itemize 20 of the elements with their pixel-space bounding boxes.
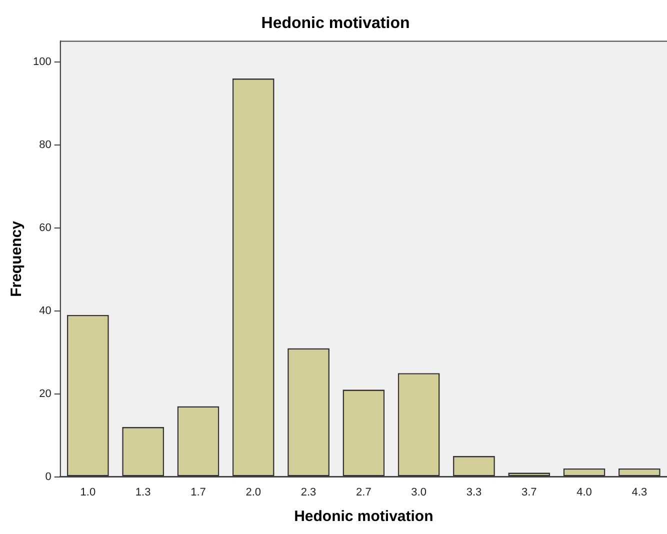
y-tick-label: 80 (39, 138, 52, 151)
x-tick-label: 1.0 (80, 486, 96, 498)
y-tick-label: 20 (39, 388, 52, 400)
x-tick-label: 1.7 (190, 486, 206, 498)
y-tick-label: 40 (39, 304, 52, 317)
x-tick-label: 2.0 (246, 486, 262, 498)
y-axis-title: Frequency (8, 220, 26, 297)
y-tick-label: 0 (45, 470, 52, 483)
x-tick-label: 3.7 (521, 486, 537, 498)
chart-title: Hedonic motivation (261, 15, 410, 32)
x-axis-title: Hedonic motivation (294, 508, 434, 526)
x-tick-label: 4.0 (576, 486, 592, 498)
y-tick-label: 100 (32, 56, 52, 68)
x-tick-label: 1.3 (135, 486, 151, 498)
x-tick-label: 3.3 (466, 486, 482, 498)
y-tick-label: 60 (39, 222, 52, 234)
x-tick-label: 3.0 (411, 486, 426, 498)
x-tick-label: 4.3 (632, 486, 648, 498)
x-tick-label: 2.7 (356, 486, 372, 498)
x-tick-label: 2.3 (300, 486, 316, 498)
